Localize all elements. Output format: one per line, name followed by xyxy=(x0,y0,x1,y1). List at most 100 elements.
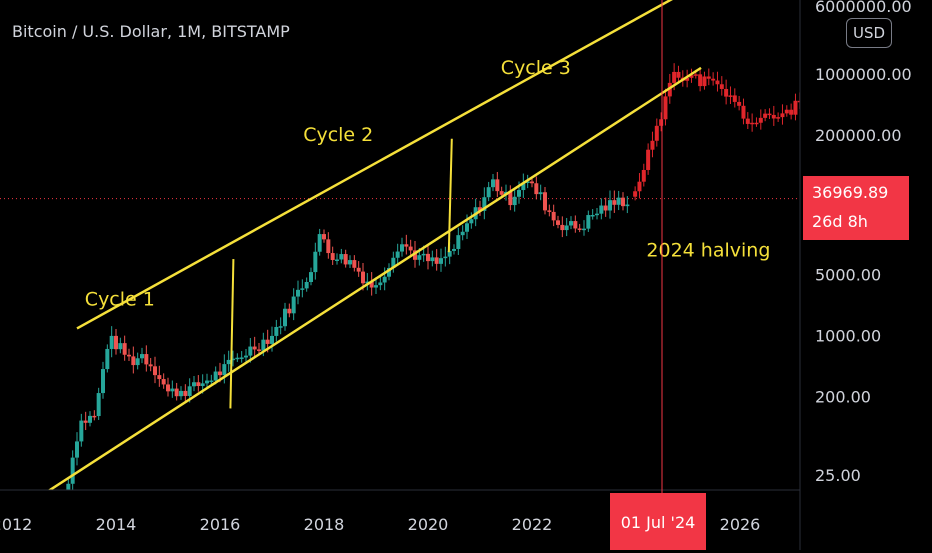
candle-body xyxy=(209,380,214,383)
y-tick-label: 200.00 xyxy=(815,387,871,406)
x-tick-label: 2014 xyxy=(96,515,137,534)
candle-body xyxy=(170,388,175,392)
candle-body xyxy=(309,272,313,282)
candle-body xyxy=(460,231,465,236)
candle-body xyxy=(741,105,746,119)
channel-lower-line xyxy=(47,66,702,490)
annotation-label: Cycle 2 xyxy=(303,124,373,146)
candle-body xyxy=(248,346,253,356)
candle-body xyxy=(343,254,348,265)
candle-body xyxy=(313,251,318,273)
candle-body xyxy=(715,80,720,85)
candle-body xyxy=(317,234,322,252)
y-tick-label: 5000.00 xyxy=(815,265,881,284)
candle-body xyxy=(369,281,374,288)
candle-body xyxy=(625,204,630,207)
candle-body xyxy=(512,196,517,206)
candle-body xyxy=(612,200,617,205)
candle-body xyxy=(758,117,763,123)
candle-body xyxy=(378,282,383,286)
candle-body xyxy=(702,76,707,87)
candle-body xyxy=(469,219,474,224)
candle-body xyxy=(157,375,162,380)
candle-body xyxy=(300,288,305,290)
candle-body xyxy=(732,95,737,102)
cycle-marker-line xyxy=(447,138,453,253)
y-tick-label: 1000000.00 xyxy=(815,65,912,84)
candle-body xyxy=(101,369,105,394)
candle-body xyxy=(66,483,71,490)
candle-body xyxy=(421,253,426,256)
x-tick-label: 2016 xyxy=(200,515,241,534)
candle-body xyxy=(667,82,672,97)
candle-body xyxy=(521,182,526,191)
candle-body xyxy=(404,244,409,247)
candle-body xyxy=(641,169,646,182)
candle-body xyxy=(517,190,521,197)
candle-body xyxy=(365,281,370,284)
candle-body xyxy=(551,211,556,221)
candle-body xyxy=(659,119,664,126)
annotation-label: Cycle 1 xyxy=(85,288,155,310)
candle-body xyxy=(330,253,335,261)
candle-body xyxy=(478,207,482,211)
cycle-marker-line xyxy=(229,259,235,409)
candle-body xyxy=(719,84,724,89)
candle-body xyxy=(693,74,698,76)
candle-body xyxy=(608,200,612,211)
candle-body xyxy=(754,122,759,125)
candle-body xyxy=(278,326,283,328)
candle-body xyxy=(745,118,750,124)
candle-body xyxy=(797,100,800,103)
candle-body xyxy=(339,254,344,260)
candle-body xyxy=(96,393,101,417)
candle-body xyxy=(763,113,768,118)
candle-body xyxy=(482,197,487,211)
candle-body xyxy=(569,221,573,226)
candle-body xyxy=(148,364,153,367)
candle-body xyxy=(179,390,183,397)
candle-body xyxy=(486,187,491,198)
x-tick-label: 2012 xyxy=(0,515,32,534)
candle-body xyxy=(144,354,149,365)
candle-body xyxy=(698,74,703,87)
candle-body xyxy=(573,221,578,229)
candle-body xyxy=(417,255,422,260)
candle-body xyxy=(356,267,361,272)
annotation-label: 2024 halving xyxy=(646,240,770,262)
candle-body xyxy=(780,113,785,118)
candle-body xyxy=(218,371,222,376)
candle-body xyxy=(252,346,257,350)
candle-body xyxy=(374,285,378,288)
candle-body xyxy=(122,343,127,355)
candle-body xyxy=(265,339,270,344)
candle-body xyxy=(413,250,417,260)
candle-body xyxy=(689,75,694,78)
currency-button[interactable]: USD xyxy=(846,18,892,48)
candle-body xyxy=(239,357,244,359)
candle-body xyxy=(430,257,435,262)
candle-body xyxy=(131,356,136,366)
candle-body xyxy=(456,235,461,249)
candle-body xyxy=(560,224,565,231)
x-tick-label: 2018 xyxy=(304,515,345,534)
candle-body xyxy=(361,271,365,284)
candle-body xyxy=(200,383,205,387)
candle-body xyxy=(166,384,170,392)
candle-body xyxy=(663,96,668,120)
candle-body xyxy=(465,223,469,232)
annotation-label: Cycle 3 xyxy=(501,57,571,79)
candle-body xyxy=(231,358,235,361)
x-tick-label: 2026 xyxy=(720,515,761,534)
candle-body xyxy=(724,88,729,97)
candle-body xyxy=(495,179,500,192)
candle-body xyxy=(672,71,677,83)
candle-body xyxy=(577,228,582,230)
candle-body xyxy=(771,114,776,119)
crosshair-date-label: 01 Jul '24 xyxy=(610,493,706,550)
candle-body xyxy=(603,205,608,211)
candle-body xyxy=(70,457,75,484)
candle-body xyxy=(767,113,772,116)
